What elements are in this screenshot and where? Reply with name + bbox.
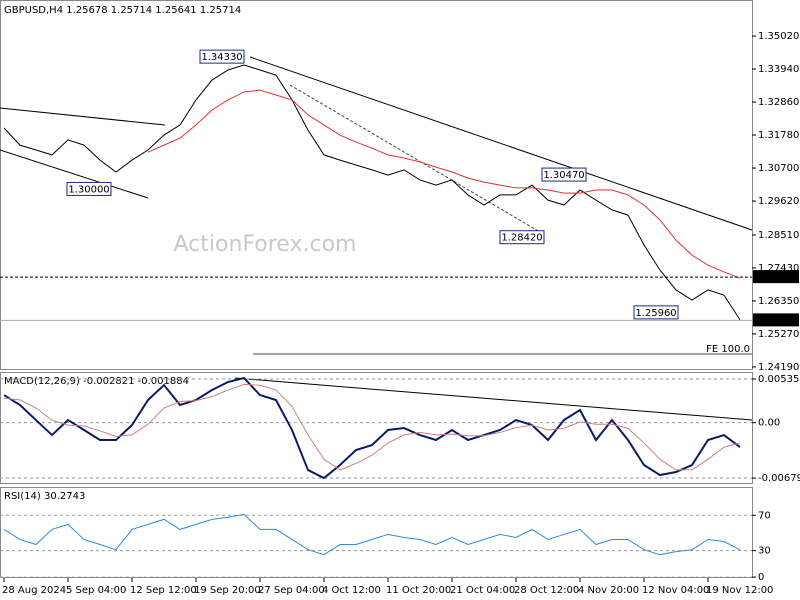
series-line [147, 89, 741, 279]
annotation-box [633, 305, 679, 320]
annotation-box [199, 49, 245, 64]
trendline [289, 84, 541, 233]
level-tag [753, 270, 799, 284]
trendline [0, 149, 149, 199]
y-tick-label: 0.00 [758, 418, 780, 429]
series-line [3, 383, 741, 471]
x-tick-label: 19 Sep 20:00 [194, 585, 261, 596]
x-tick-label: 11 Oct 20:00 [386, 585, 451, 596]
x-tick-label: 27 Sep 04:00 [258, 585, 325, 596]
last-label: 1.25714 [757, 315, 798, 326]
y-tick-label: -0.006798 [758, 473, 800, 484]
y-tick-label: 30 [758, 546, 771, 557]
y-tick-label: 1.26350 [758, 296, 799, 307]
x-tick-label: 4 Oct 12:00 [322, 585, 381, 596]
annotation-label: 1.30000 [68, 184, 109, 195]
trendline [234, 377, 753, 421]
last-tag [753, 313, 799, 327]
x-tick-label: 19 Nov 12:00 [706, 585, 773, 596]
chart-title: GBPUSD,H4 1.25678 1.25714 1.25641 1.2571… [4, 5, 241, 16]
x-tick-label: 4 Nov 20:00 [578, 585, 639, 596]
y-tick-label: 1.29620 [758, 196, 799, 207]
y-tick-label: 1.32860 [758, 97, 799, 108]
x-tick-label: 5 Sep 04:00 [66, 585, 126, 596]
level-label: 1.27130 [757, 272, 798, 283]
y-tick-label: 70 [758, 510, 771, 521]
panel-title: RSI(14) 30.2743 [4, 491, 85, 502]
fe-label: FE 100.0 [706, 344, 750, 355]
y-tick-label: 0 [758, 572, 764, 583]
y-tick-label: 1.30700 [758, 163, 799, 174]
y-tick-label: 1.33940 [758, 64, 799, 75]
trendline [249, 56, 753, 231]
y-tick-label: 0.005359 [758, 374, 800, 385]
annotation-box [499, 230, 545, 245]
y-tick-label: 1.35020 [758, 31, 799, 42]
y-tick-label: 1.31780 [758, 130, 799, 141]
annotation-label: 1.28420 [501, 233, 542, 244]
series-line [3, 513, 741, 556]
watermark: ActionForex.com [174, 232, 357, 257]
x-tick-label: 28 Oct 12:00 [514, 585, 579, 596]
annotation-label: 1.25960 [635, 308, 676, 319]
trendline [0, 107, 166, 126]
annotation-label: 1.34330 [201, 52, 242, 63]
series-line [3, 64, 741, 321]
series-line [3, 376, 741, 480]
panel-title: MACD(12,26,9) -0.002821 -0.001884 [4, 376, 189, 387]
annotation-label: 1.30470 [543, 170, 584, 181]
y-tick-label: 1.27430 [758, 263, 799, 274]
y-tick-label: 1.24190 [758, 362, 799, 373]
x-tick-label: 21 Oct 04:00 [450, 585, 515, 596]
y-tick-label: 1.28510 [758, 230, 799, 241]
annotation-box [66, 181, 112, 196]
x-tick-label: 12 Sep 12:00 [130, 585, 197, 596]
x-tick-label: 28 Aug 2024 [2, 585, 66, 596]
annotation-box [541, 167, 587, 182]
y-tick-label: 1.25270 [758, 329, 799, 340]
x-tick-label: 12 Nov 04:00 [642, 585, 709, 596]
panel-frame [0, 487, 753, 578]
panel-frame [0, 0, 753, 370]
panel-frame [0, 372, 753, 484]
